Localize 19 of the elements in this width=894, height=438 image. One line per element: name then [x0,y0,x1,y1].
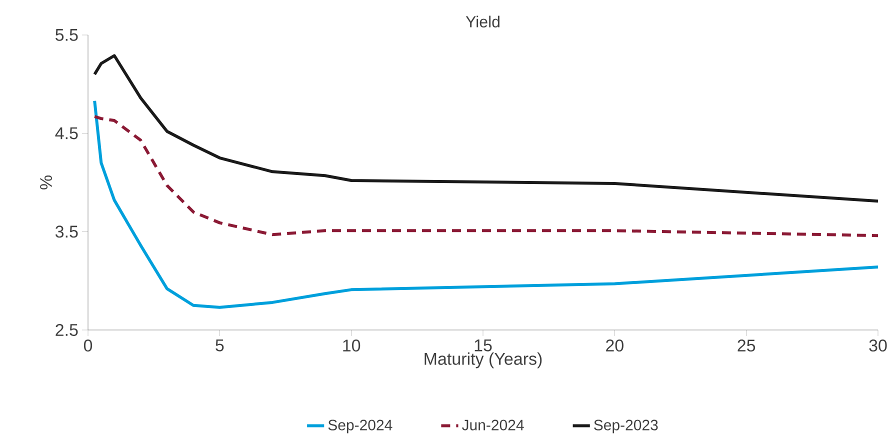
x-tick-label: 0 [84,340,92,352]
y-tick-label: 4.5 [55,127,78,140]
legend-label: Sep-2023 [594,420,658,434]
legend-label: Jun-2024 [462,420,524,430]
chart-title: Yield [466,16,500,28]
x-tick-label: 25 [738,340,756,352]
x-tick-label: 30 [869,340,887,352]
legend-label: Sep-2024 [328,420,392,434]
x-tick-label: 15 [474,340,492,352]
x-tick-label: 10 [343,340,360,352]
y-axis-title: % [40,176,52,190]
x-axis-title: Maturity (Years) [424,352,542,368]
line-series [93,54,880,203]
x-tick-label: 5 [216,340,224,352]
x-tick-label: 20 [606,340,624,352]
y-tick-label: 3.5 [55,226,78,238]
y-tick-label: 5.5 [56,29,78,41]
y-tick-label: 2.5 [56,324,78,336]
line-series [93,99,880,309]
